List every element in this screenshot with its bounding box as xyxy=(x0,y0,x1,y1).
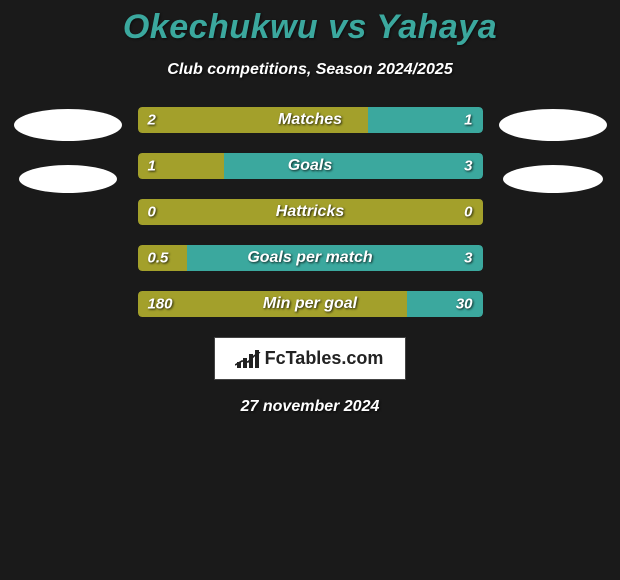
stat-value-left: 0.5 xyxy=(148,250,169,267)
date-label: 27 november 2024 xyxy=(0,398,620,416)
comparison-infographic: Okechukwu vs Yahaya Club competitions, S… xyxy=(0,0,620,416)
source-logo: FcTables.com xyxy=(214,337,407,380)
stat-label: Goals per match xyxy=(247,249,372,267)
left-avatars xyxy=(13,107,123,193)
stat-bars: 2 1 Matches 1 3 Goals 0 0 Hattricks 0.5 3 Goals per… xyxy=(138,107,483,317)
stat-value-left: 2 xyxy=(148,112,156,129)
stat-value-left: 0 xyxy=(148,204,156,221)
stat-label: Goals xyxy=(288,157,332,175)
stat-label: Min per goal xyxy=(263,295,357,313)
stat-bar-right xyxy=(224,153,483,179)
player-right-avatar-1 xyxy=(499,109,607,141)
stat-value-right: 30 xyxy=(456,296,473,313)
player-left-avatar-2 xyxy=(19,165,117,193)
stat-row: 180 30 Min per goal xyxy=(138,291,483,317)
logo-text: FcTables.com xyxy=(265,348,384,369)
stat-row: 2 1 Matches xyxy=(138,107,483,133)
player-right-avatar-2 xyxy=(503,165,603,193)
right-avatars xyxy=(498,107,608,193)
stat-row: 1 3 Goals xyxy=(138,153,483,179)
stat-value-right: 0 xyxy=(464,204,472,221)
comparison-area: 2 1 Matches 1 3 Goals 0 0 Hattricks 0.5 3 Goals per… xyxy=(0,107,620,317)
stat-value-right: 3 xyxy=(464,158,472,175)
stat-value-left: 1 xyxy=(148,158,156,175)
stat-value-left: 180 xyxy=(148,296,173,313)
player-left-avatar-1 xyxy=(14,109,122,141)
chart-icon xyxy=(237,350,259,368)
stat-value-right: 3 xyxy=(464,250,472,267)
stat-value-right: 1 xyxy=(464,112,472,129)
stat-label: Matches xyxy=(278,111,342,129)
stat-row: 0 0 Hattricks xyxy=(138,199,483,225)
stat-label: Hattricks xyxy=(276,203,344,221)
stat-row: 0.5 3 Goals per match xyxy=(138,245,483,271)
page-subtitle: Club competitions, Season 2024/2025 xyxy=(0,61,620,79)
footer: FcTables.com 27 november 2024 xyxy=(0,337,620,416)
page-title: Okechukwu vs Yahaya xyxy=(0,8,620,47)
